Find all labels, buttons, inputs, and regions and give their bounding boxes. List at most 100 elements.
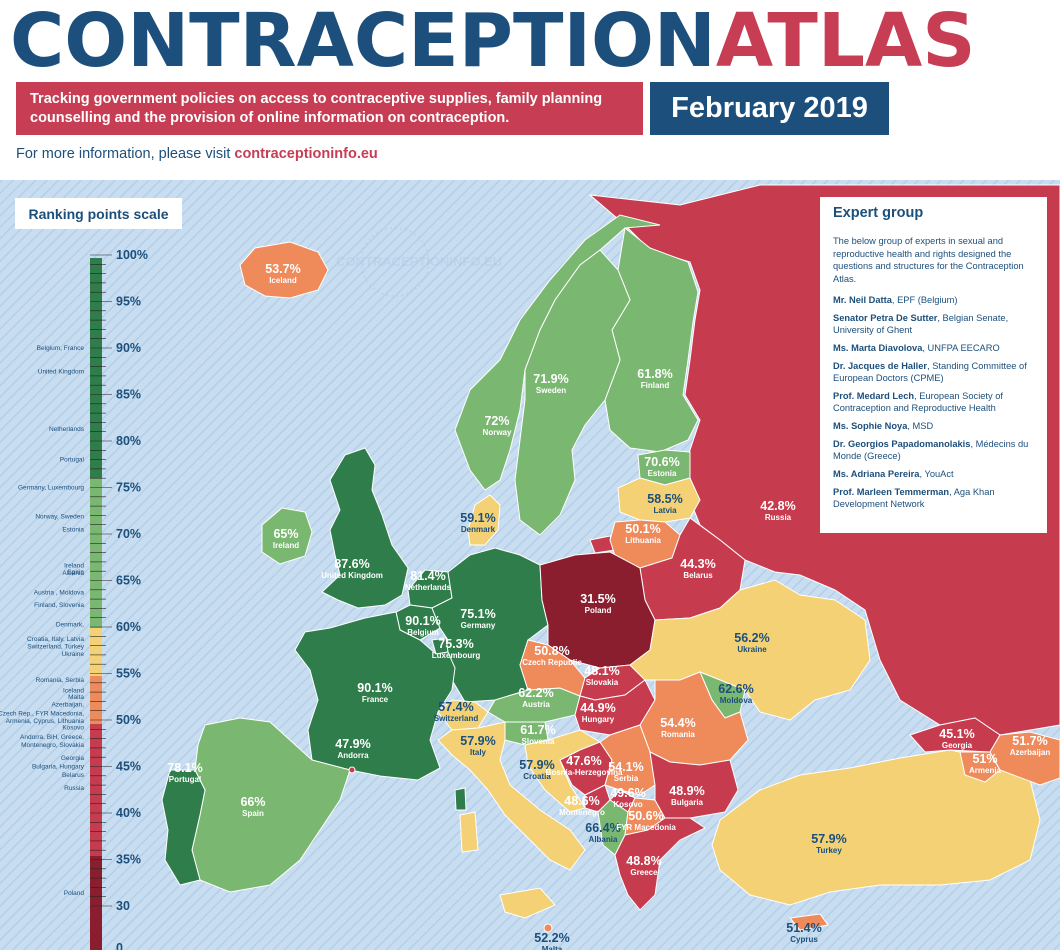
scale-tick-label: 85% [116,388,141,402]
scale-tick-label: 95% [116,295,141,309]
country-finland[interactable] [604,227,699,453]
country-france[interactable] [294,611,456,781]
country-norway[interactable] [454,214,661,491]
country-name: Slovenia [522,737,555,746]
expert-member-name: Prof. Marleen Temmerman [833,487,950,497]
country-label-romania: 54.4%Romania [660,716,695,739]
country-name: Czech Republic [522,658,582,667]
country-name: Denmark [461,525,496,534]
country-cyprus[interactable] [789,913,829,931]
country-value: 81.4% [410,569,445,583]
country-turkey[interactable] [711,749,1041,906]
scale-tick-label: 60% [116,620,141,634]
scale-entry-label: Armenia, Cyprus, Lithuania [6,718,85,725]
more-info-prefix: For more information, please visit [16,146,235,162]
country-value: 61.8% [637,367,672,381]
expert-member-name: Dr. Georgios Papadomanolakis [833,439,971,449]
country-label-estonia: 70.6%Estonia [644,455,679,478]
country-value: 59.1% [460,511,495,525]
country-portugal[interactable] [161,769,206,886]
country-armenia[interactable] [959,751,1001,783]
country-label-azerbaijan: 51.7%Azerbaijan [1010,734,1051,757]
expert-member-affiliation: , Médecins du Monde (Greece) [833,439,1029,461]
country-name: Belgium [407,628,439,637]
scale-entry-label: Switzerland, Turkey [27,644,84,651]
country-italy[interactable] [437,721,586,871]
country-ireland[interactable] [261,507,313,565]
country-label-hungary: 44.9%Hungary [580,701,615,724]
country-name: Moldova [720,696,753,705]
country-value: 57.9% [811,832,846,846]
scale-entry-label: Kosovo [62,725,84,732]
country-name: Croatia [523,772,551,781]
country-azerbaijan[interactable] [989,731,1060,786]
country-name: Netherlands [405,583,452,592]
scale-entry-label: Albania [62,570,84,577]
country-bulgaria[interactable] [649,751,739,819]
country-label-norway: 72%Norway [483,414,512,437]
country-value: 57.9% [519,758,554,772]
scale-entry-label: Iceland [63,687,84,694]
country-value: 52.2% [534,931,569,945]
expert-member-affiliation: , European Society of Contraception and … [833,391,1004,413]
country-value: 48.8% [626,854,661,868]
country-value: 48.1% [584,664,619,678]
country-label-netherlands: 81.4%Netherlands [405,569,452,592]
expert-member-affiliation: , EPF (Belgium) [891,295,958,305]
scale-entries: Belgium, France United Kingdom Netherlands… [0,345,85,897]
scale-entry-label: Czech Rep., FYR Macedonia, [0,711,84,718]
country-value: 48.9% [669,784,704,798]
country-name: Ukraine [737,645,767,654]
country-value: 45.1% [939,727,974,741]
country-andorra[interactable] [348,766,356,774]
country-name: Slovakia [586,678,619,687]
expert-member-affiliation: , MSD [907,421,934,431]
expert-member-name: Ms. Marta Diavolova [833,343,923,353]
scale-entry-label: Poland [64,890,85,897]
country-label-france: 90.1%France [357,681,392,704]
country-croatia[interactable] [524,729,602,813]
country-serbia[interactable] [599,724,656,796]
country-value: 57.9% [460,734,495,748]
scale-bar: 100% 95% 90% 85% 80% 75% 70% 65% 60% 55% 50% 45% 40%… [0,248,148,950]
country-malta[interactable] [543,923,553,933]
country-label-switzerland: 57.4%Switzerland [434,700,479,723]
country-value: 54.4% [660,716,695,730]
country-latvia[interactable] [617,477,701,523]
country-name: Armenia [969,766,1002,775]
country-name: Sweden [536,386,566,395]
more-info-line: For more information, please visit contr… [16,146,378,162]
scale-entry-label: Malta [68,694,84,701]
expert-group-panel: Expert group The below group of experts … [820,197,1047,533]
country-hungary[interactable] [574,679,656,736]
country-united-kingdom[interactable] [321,447,409,609]
title-part-2: ATLAS [715,0,976,84]
expert-member-affiliation: , Aga Khan Development Network [833,487,995,509]
country-greece[interactable] [614,817,707,911]
country-label-austria: 62.2%Austria [518,686,553,709]
country-label-kosovo: 49.6%Kosovo [610,786,645,809]
country-value: 44.9% [580,701,615,715]
website-link[interactable]: contraceptioninfo.eu [234,146,378,162]
scale-entry-label: Bulgaria, Hungary [32,764,85,771]
country-sweden[interactable] [514,249,631,536]
country-denmark[interactable] [467,494,501,546]
scale-tick-label: 55% [116,667,141,681]
country-name: Norway [483,428,512,437]
country-iceland[interactable] [239,241,329,299]
atlas-title: CONTRACEPTIONATLAS [10,0,976,86]
country-value: 75.1% [460,607,495,621]
country-name: Romania [661,730,695,739]
country-label-armenia: 51%Armenia [969,752,1002,775]
country-name: Switzerland [434,714,479,723]
country-label-albania: 66.4%Albania [585,821,620,844]
scale-entry-label: Ukraine [62,651,85,658]
country-label-croatia: 57.9%Croatia [519,758,554,781]
country-label-greece: 48.8%Greece [626,854,661,877]
country-value: 75.3% [438,637,473,651]
country-name: Hungary [582,715,615,724]
expert-group-intro: The below group of experts in sexual and… [833,236,1024,284]
country-label-serbia: 54.1%Serbia [608,760,643,783]
country-value: 51% [972,752,997,766]
country-label-bulgaria: 48.9%Bulgaria [669,784,704,807]
